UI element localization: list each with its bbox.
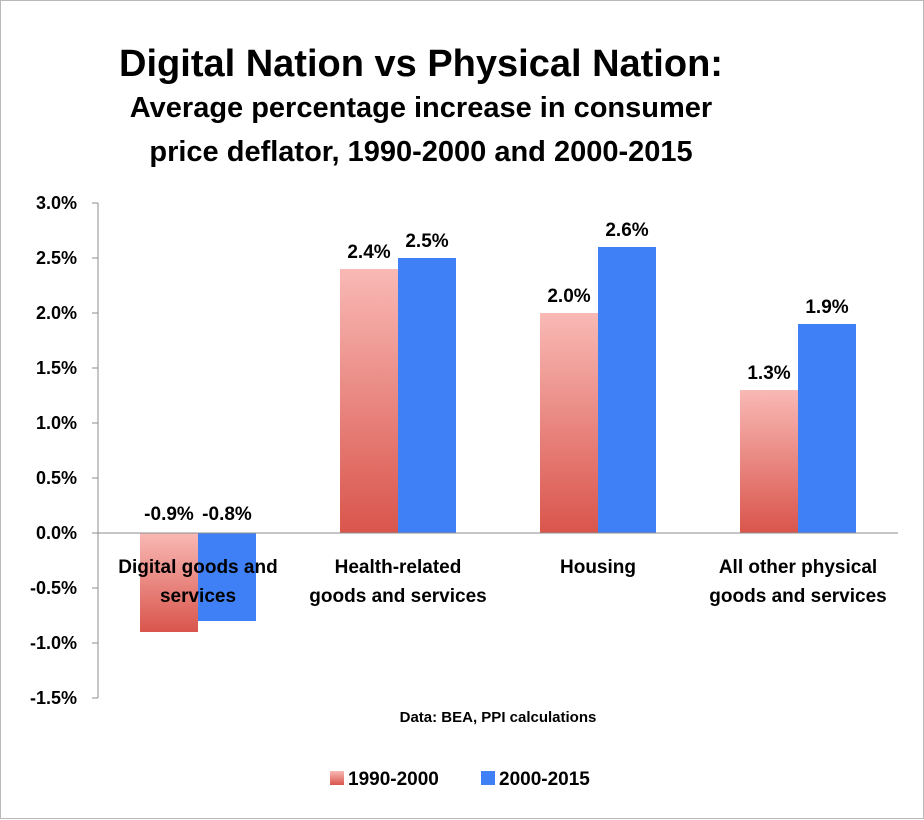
bar-series1 <box>140 533 198 632</box>
category-label: Health-related <box>335 557 462 578</box>
category-label: services <box>160 586 236 607</box>
legend-swatch-series2 <box>481 771 495 785</box>
plot-area: 3.0% 2.5% 2.0% 1.5% 1.0% 0.5% 0.0% -0.5% -1.0% -1… <box>30 193 898 708</box>
bar-series2 <box>598 247 656 533</box>
legend-swatch-series1 <box>330 771 344 785</box>
category-label: Digital goods and <box>118 557 277 578</box>
data-label: 2.4% <box>347 242 390 263</box>
bar-series1 <box>540 313 598 533</box>
data-label: 2.6% <box>605 220 648 241</box>
category-label: goods and services <box>709 586 886 607</box>
category-label: All other physical <box>719 557 877 578</box>
y-tick-label: 2.0% <box>36 303 77 323</box>
data-label: 1.9% <box>805 297 848 318</box>
y-tick-label: 2.5% <box>36 248 77 268</box>
data-label: 2.0% <box>547 286 590 307</box>
y-tick-label: -0.5% <box>30 578 77 598</box>
bar-series2 <box>198 533 256 621</box>
legend-label-series2: 2000-2015 <box>499 769 590 790</box>
category-label: Housing <box>560 557 636 578</box>
chart-subtitle-line-2: price deflator, 1990-2000 and 2000-2015 <box>149 136 692 168</box>
bar-series2 <box>798 324 856 533</box>
data-label: 2.5% <box>405 231 448 252</box>
legend: 1990-2000 2000-2015 <box>330 769 590 790</box>
data-label: -0.9% <box>144 504 194 525</box>
y-tick-label: -1.5% <box>30 688 77 708</box>
y-tick-label: -1.0% <box>30 633 77 653</box>
y-tick-label: 3.0% <box>36 193 77 213</box>
data-label: 1.3% <box>747 363 790 384</box>
y-tick-label: 0.5% <box>36 468 77 488</box>
chart-title: Digital Nation vs Physical Nation: <box>119 43 723 85</box>
bar-series1 <box>740 390 798 533</box>
y-tick-label: 1.0% <box>36 413 77 433</box>
chart-subtitle-line-1: Average percentage increase in consumer <box>130 92 712 124</box>
y-tick-label: 0.0% <box>36 523 77 543</box>
y-tick-label: 1.5% <box>36 358 77 378</box>
category-label: goods and services <box>309 586 486 607</box>
source-note: Data: BEA, PPI calculations <box>400 709 597 726</box>
bar-series1 <box>340 269 398 533</box>
legend-label-series1: 1990-2000 <box>348 769 439 790</box>
data-label: -0.8% <box>202 504 252 525</box>
bar-series2 <box>398 258 456 533</box>
